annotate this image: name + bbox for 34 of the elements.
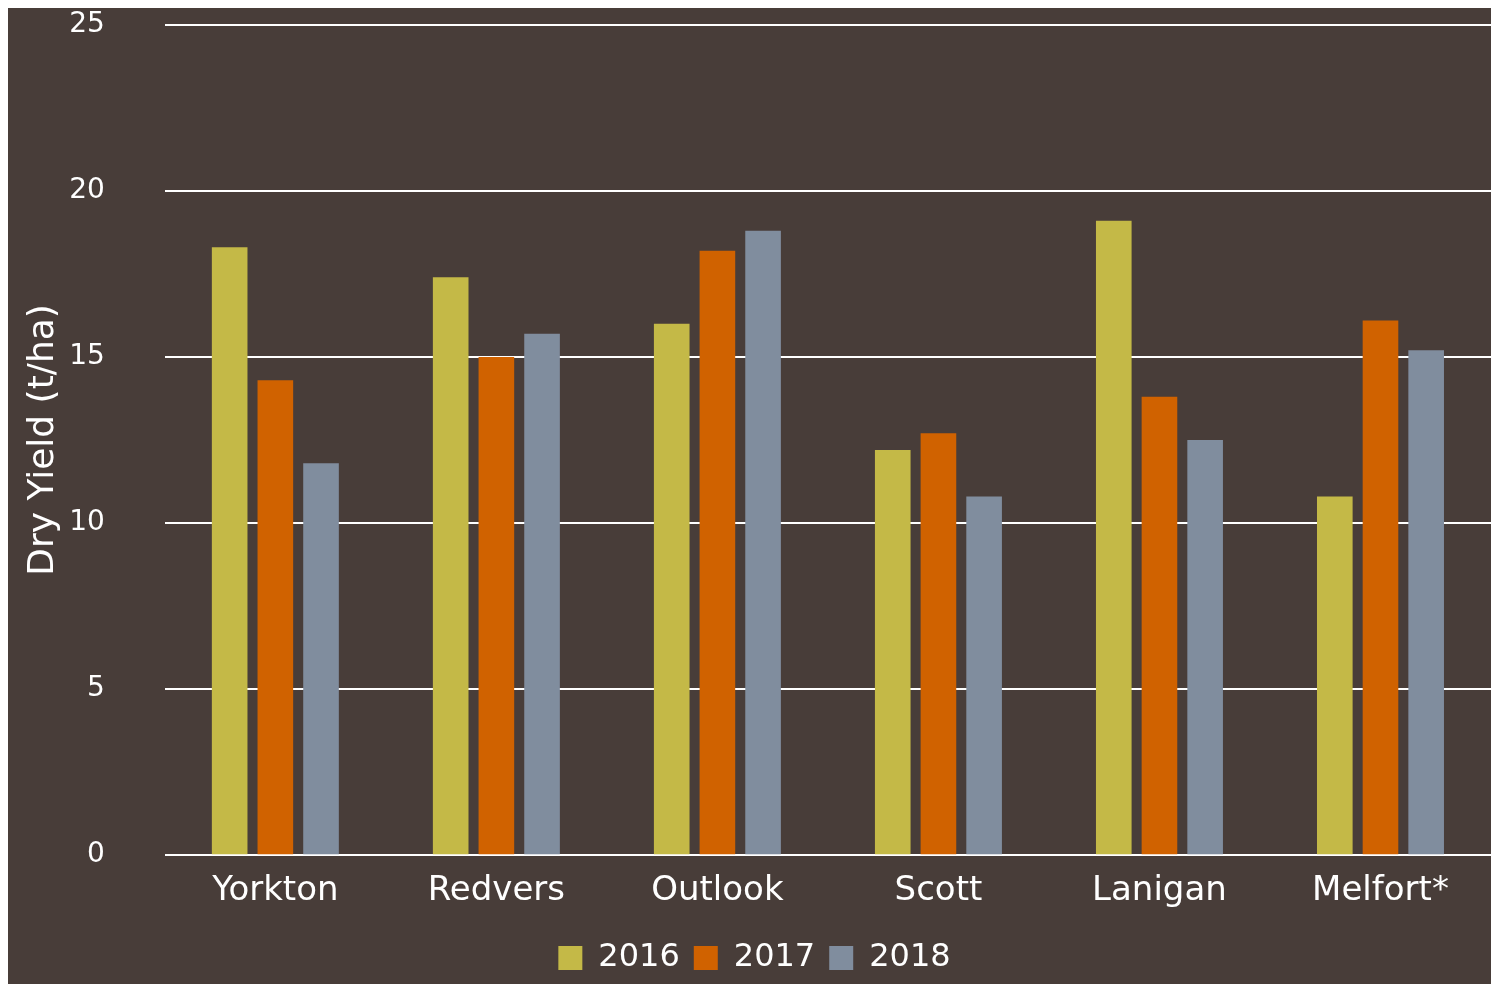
bar [524, 333, 560, 855]
x-tick-label: Redvers [427, 868, 566, 909]
bar [432, 277, 469, 855]
bar [1408, 350, 1444, 855]
y-tick-label: 20 [69, 172, 105, 206]
y-axis-title: Dry Yield (t/ha) [19, 304, 61, 576]
x-tick-label: Lanigan [1092, 868, 1227, 909]
x-tick-label: Yorkton [211, 868, 339, 909]
x-tick-label: Melfort* [1312, 868, 1449, 909]
y-tick-label: 10 [69, 504, 105, 538]
bar [478, 356, 515, 855]
y-tick-label: 5 [87, 670, 105, 704]
bar [211, 247, 248, 855]
y-tick-label: 0 [87, 836, 105, 870]
x-tick-label: Scott [894, 868, 983, 909]
bar [1187, 440, 1223, 855]
x-tick-label: Outlook [651, 868, 784, 909]
bar [699, 250, 736, 855]
bar [1362, 320, 1399, 855]
bar [1095, 220, 1132, 855]
y-tick-label: 15 [69, 338, 105, 372]
y-tick-label: 25 [69, 6, 105, 40]
bar [745, 230, 781, 855]
bar [653, 323, 690, 855]
bar [1316, 496, 1353, 855]
bar [920, 433, 957, 855]
legend-label: 2018 [869, 936, 951, 975]
bar [1141, 396, 1178, 855]
bar [303, 463, 339, 855]
legend-label: 2017 [733, 936, 816, 975]
bar [874, 449, 911, 855]
legend-label: 2016 [598, 936, 680, 975]
bar [257, 380, 294, 855]
bar [966, 496, 1002, 855]
